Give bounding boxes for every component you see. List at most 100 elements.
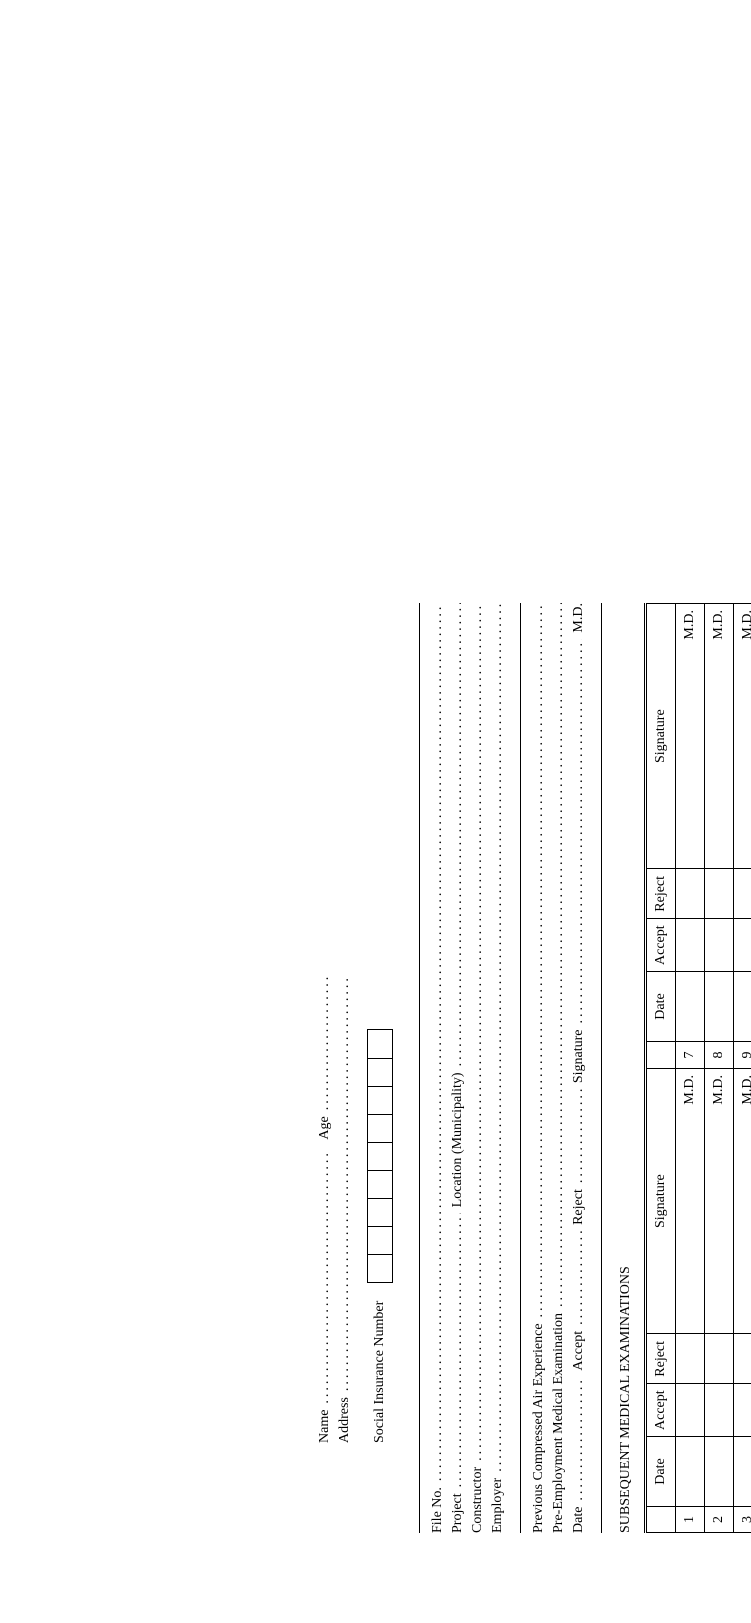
employer-label: Employer xyxy=(490,1478,506,1533)
sin-box[interactable] xyxy=(368,1198,392,1226)
row-date[interactable] xyxy=(676,1437,705,1507)
date-header-r: Date xyxy=(646,972,676,1042)
row-date-r[interactable] xyxy=(676,972,705,1042)
row-num: 2 xyxy=(705,1507,734,1533)
constructor-line: Constructor xyxy=(470,603,486,1533)
address-line: Address xyxy=(337,603,353,1443)
date-label: Date xyxy=(571,1507,587,1533)
row-accept[interactable] xyxy=(705,1384,734,1437)
row-reject[interactable] xyxy=(705,1334,734,1384)
location-value[interactable] xyxy=(450,603,466,1072)
sin-boxes[interactable] xyxy=(367,1029,393,1283)
row-accept-r[interactable] xyxy=(676,919,705,972)
row-signature[interactable]: M.D. xyxy=(705,1069,734,1334)
row-accept-r[interactable] xyxy=(734,919,751,972)
prev-exp-line: Previous Compressed Air Experience xyxy=(531,603,547,1533)
row-accept-r[interactable] xyxy=(705,919,734,972)
sin-box[interactable] xyxy=(368,1086,392,1114)
table-row: 3M.D.9M.D. xyxy=(734,604,751,1533)
file-no-value[interactable] xyxy=(430,603,446,1487)
row-reject[interactable] xyxy=(676,1334,705,1384)
reject-value[interactable] xyxy=(571,1089,587,1189)
table-row: 1M.D.7M.D. xyxy=(676,604,705,1533)
row-signature-r[interactable]: M.D. xyxy=(705,604,734,869)
row-signature[interactable]: M.D. xyxy=(676,1069,705,1334)
signature-header: Signature xyxy=(646,1069,676,1334)
divider xyxy=(601,603,602,1533)
accept-header: Accept xyxy=(646,1384,676,1437)
date-value[interactable] xyxy=(571,1377,587,1507)
location-label: Location (Municipality) xyxy=(450,1072,466,1213)
accept-header-r: Accept xyxy=(646,919,676,972)
row-num-r: 8 xyxy=(705,1042,734,1069)
project-label: Project xyxy=(450,1493,466,1533)
table-header-row: Date Accept Reject Signature Date Accept… xyxy=(646,604,676,1533)
constructor-value[interactable] xyxy=(470,603,486,1467)
reject-header-r: Reject xyxy=(646,869,676,919)
pre-exam-value[interactable] xyxy=(551,603,567,1313)
row-date[interactable] xyxy=(705,1437,734,1507)
employer-line: Employer xyxy=(490,603,506,1533)
exam-table: Date Accept Reject Signature Date Accept… xyxy=(644,603,751,1533)
address-label: Address xyxy=(337,1397,353,1443)
sin-box[interactable] xyxy=(368,1030,392,1058)
sin-box[interactable] xyxy=(368,1226,392,1254)
row-num: 1 xyxy=(676,1507,705,1533)
pre-exam-label: Pre-Employment Medical Examination xyxy=(551,1313,567,1533)
prev-exp-value[interactable] xyxy=(531,603,547,1323)
row-accept[interactable] xyxy=(734,1384,751,1437)
reject-header: Reject xyxy=(646,1334,676,1384)
divider xyxy=(520,603,521,1533)
sin-box[interactable] xyxy=(368,1170,392,1198)
age-label: Age xyxy=(317,1116,333,1149)
row-date[interactable] xyxy=(734,1437,751,1507)
row-date-r[interactable] xyxy=(705,972,734,1042)
row-reject[interactable] xyxy=(734,1334,751,1384)
table-row: 2M.D.8M.D. xyxy=(705,604,734,1533)
header-block: Name Age Address Social Insurance Number xyxy=(317,603,393,1533)
row-date-r[interactable] xyxy=(734,972,751,1042)
row-signature-r[interactable]: M.D. xyxy=(676,604,705,869)
file-no-label: File No. xyxy=(430,1487,446,1533)
row-signature-r[interactable]: M.D. xyxy=(734,604,751,869)
date-header: Date xyxy=(646,1437,676,1507)
row-reject-r[interactable] xyxy=(705,869,734,919)
name-value[interactable] xyxy=(317,1150,333,1410)
exam-tbody: 1M.D.7M.D.2M.D.8M.D.3M.D.9M.D.4M.D.10M.D… xyxy=(676,604,751,1533)
signature-label: Signature xyxy=(571,1029,587,1089)
file-no-line: File No. xyxy=(430,603,446,1533)
employer-value[interactable] xyxy=(490,603,506,1478)
row-num-r: 7 xyxy=(676,1042,705,1069)
row-accept[interactable] xyxy=(676,1384,705,1437)
reject-label: Reject xyxy=(571,1189,587,1231)
name-label: Name xyxy=(317,1410,333,1443)
divider xyxy=(419,603,420,1533)
prev-exp-label: Previous Compressed Air Experience xyxy=(531,1323,547,1533)
accept-value[interactable] xyxy=(571,1231,587,1331)
signature-header-r: Signature xyxy=(646,604,676,869)
project-line: Project Location (Municipality) xyxy=(450,603,466,1533)
signature-value[interactable] xyxy=(571,639,587,1030)
row-reject-r[interactable] xyxy=(676,869,705,919)
sin-box[interactable] xyxy=(368,1114,392,1142)
age-value[interactable] xyxy=(317,976,333,1116)
sin-box[interactable] xyxy=(368,1058,392,1086)
form-body: Name Age Address Social Insurance Number xyxy=(227,563,751,1623)
sin-row: Social Insurance Number xyxy=(367,603,393,1443)
project-value[interactable] xyxy=(450,1213,466,1493)
num-header xyxy=(646,1507,676,1533)
sin-label: Social Insurance Number xyxy=(372,1301,388,1443)
row-num: 3 xyxy=(734,1507,751,1533)
constructor-label: Constructor xyxy=(470,1467,486,1533)
address-value[interactable] xyxy=(337,977,353,1397)
row-signature[interactable]: M.D. xyxy=(734,1069,751,1334)
num-header-r xyxy=(646,1042,676,1069)
date-accept-reject-sig-line: Date Accept Reject Signature M.D. xyxy=(571,603,587,1533)
accept-label: Accept xyxy=(571,1331,587,1377)
row-num-r: 9 xyxy=(734,1042,751,1069)
name-age-line: Name Age xyxy=(317,603,333,1443)
sin-box[interactable] xyxy=(368,1142,392,1170)
row-reject-r[interactable] xyxy=(734,869,751,919)
sin-box[interactable] xyxy=(368,1254,392,1282)
section-title: SUBSEQUENT MEDICAL EXAMINATIONS xyxy=(618,603,634,1533)
